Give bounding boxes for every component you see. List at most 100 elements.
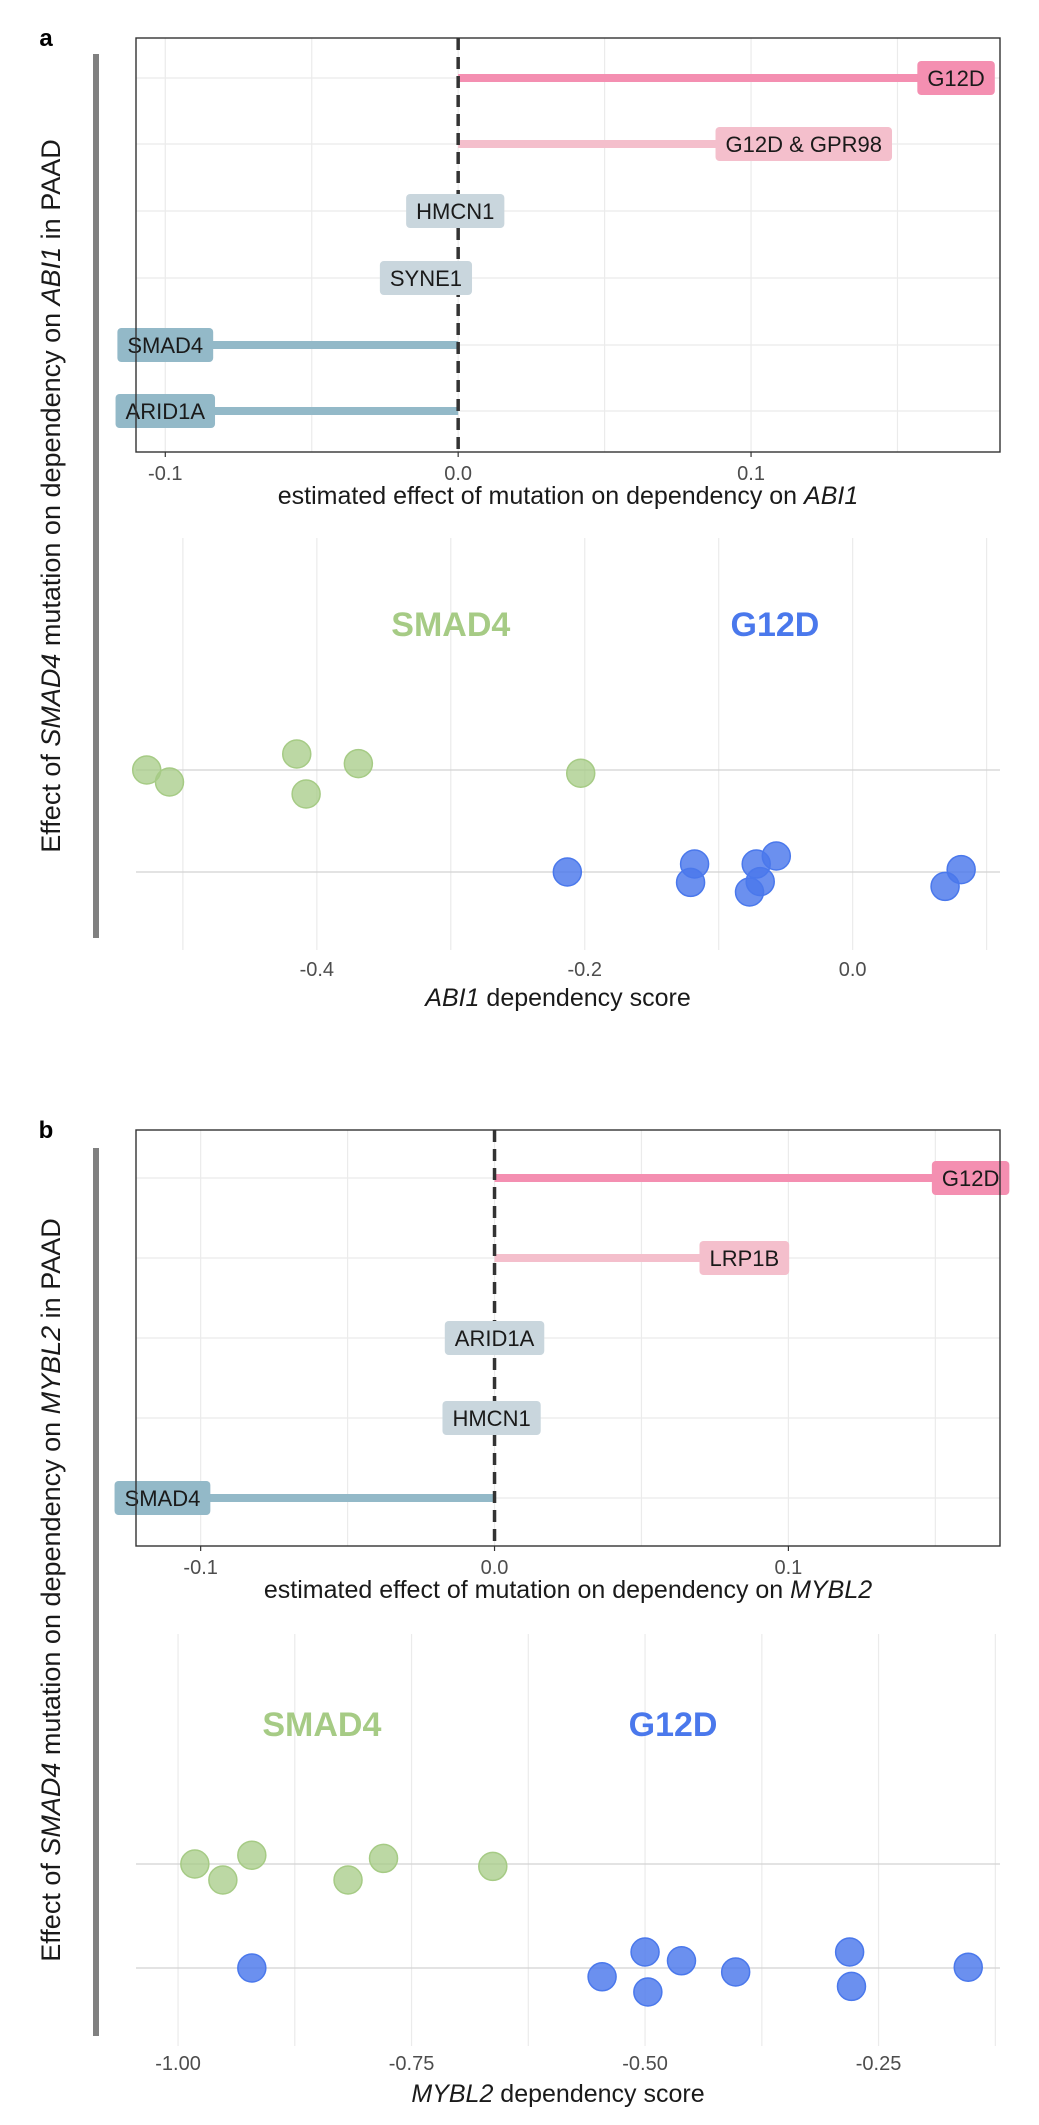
point-smad4 (343, 748, 374, 779)
side-label-suffix: mutation on dependency on (36, 305, 66, 653)
bar-label-arid1a: ARID1A (115, 394, 216, 428)
side-label-suffix: mutation on dependency on (36, 1414, 66, 1762)
bar-label-hmcn1: HMCN1 (406, 194, 505, 228)
bar-label-text: G12D (942, 1166, 999, 1191)
bar-label-text: ARID1A (455, 1326, 535, 1351)
point-g12d (552, 857, 583, 887)
point-smad4 (237, 1840, 267, 1870)
bar-label-g12d: G12D (917, 61, 995, 95)
point-smad4 (565, 758, 596, 788)
point-g12d (630, 1937, 660, 1967)
point-g12d (675, 867, 706, 898)
bar-label-smad4: SMAD4 (114, 1481, 211, 1515)
bar-chart-a: G12D G12D & GPR98 HMCN1 SYNE1 SMAD4 ARID1A -0.… (115, 37, 1001, 510)
side-axis-label: Effect of SMAD4 mutation on dependency o… (36, 139, 66, 852)
point-g12d (237, 1953, 267, 1983)
x-tick-label: 0.1 (737, 463, 765, 485)
panel-header-a: a Effect of SMAD4 mutation on dependency … (36, 25, 99, 938)
label-box (444, 1321, 545, 1355)
label-box (931, 1161, 1010, 1195)
x-tick-label: -0.4 (300, 959, 334, 981)
x-tick-label: -0.75 (389, 2053, 435, 2075)
bar-label-text: ARID1A (126, 399, 206, 424)
x-axis-label-prefix: estimated effect of mutation on dependen… (278, 482, 804, 510)
point-g12d (633, 1977, 663, 2007)
plot-frame (135, 1129, 1001, 1547)
point-g12d (953, 1952, 983, 1982)
group-label-g12d: G12D (629, 1706, 718, 1744)
point-g12d (836, 1971, 867, 2002)
point-smad4 (180, 1849, 210, 1879)
x-tick-label: -0.2 (568, 959, 602, 981)
x-axis-label-prefix: estimated effect of mutation on dependen… (264, 1576, 790, 1604)
x-axis-label: MYBL2 dependency score (411, 2080, 704, 2108)
bar-label-text: HMCN1 (452, 1406, 530, 1431)
point-g12d (720, 1957, 751, 1987)
x-axis-label: estimated effect of mutation on dependen… (278, 482, 859, 510)
point-g12d (587, 1962, 617, 1992)
x-axis-label-gene: ABI1 (802, 482, 858, 510)
panel-letter: b (39, 1117, 54, 1144)
x-axis-label-suffix: dependency score (479, 984, 690, 1012)
bar-label-text: SMAD4 (125, 1486, 201, 1511)
bar-label-text: LRP1B (709, 1246, 779, 1271)
x-axis-label-gene: ABI1 (423, 984, 479, 1012)
x-axis-label-gene: MYBL2 (790, 1576, 872, 1604)
x-axis-label-suffix: dependency score (493, 2080, 704, 2108)
x-axis-label: ABI1 dependency score (423, 984, 690, 1012)
side-label-tail: in PAAD (36, 1218, 66, 1326)
scatter-chart-a: SMAD4 G12D -0.4 -0.2 0.0 ABI1 dependency scor… (131, 538, 1000, 1012)
side-label-target-gene: ABI1 (36, 247, 66, 308)
point-smad4 (208, 1865, 238, 1895)
bar-label-hmcn1: HMCN1 (442, 1401, 541, 1435)
label-box (379, 261, 473, 295)
label-box (917, 61, 995, 95)
side-axis-label: Effect of SMAD4 mutation on dependency o… (36, 1218, 66, 1961)
x-tick-label: -0.1 (183, 1557, 217, 1579)
point-g12d (946, 854, 976, 885)
bar-label-syne1: SYNE1 (379, 261, 473, 295)
bar-label-arid1a: ARID1A (444, 1321, 545, 1355)
plot-frame (135, 37, 1001, 453)
x-axis-label-gene: MYBL2 (411, 2080, 493, 2108)
x-tick-label: 0.0 (481, 1557, 509, 1579)
side-label-prefix: Effect of (36, 747, 66, 853)
point-smad4 (291, 779, 321, 809)
bar-label-text: G12D (927, 66, 984, 91)
side-label-prefix: Effect of (36, 1856, 66, 1962)
bar-label-smad4: SMAD4 (117, 328, 214, 362)
x-tick-label: -0.25 (856, 2053, 902, 2075)
side-label-gene: SMAD4 (36, 1763, 66, 1856)
point-smad4 (368, 1843, 399, 1874)
point-smad4 (478, 1851, 508, 1882)
label-box (406, 194, 505, 228)
x-tick-label: -1.00 (155, 2053, 201, 2075)
label-box (114, 1481, 211, 1515)
point-smad4 (333, 1865, 363, 1895)
bar-label-g12d: G12D (931, 1161, 1010, 1195)
bar-label-g12d-gpr98: G12D & GPR98 (715, 127, 893, 161)
x-tick-label: -0.50 (622, 2053, 668, 2075)
label-box (115, 394, 216, 428)
label-box (442, 1401, 541, 1435)
panel-header-b: b Effect of SMAD4 mutation on dependency … (36, 1117, 99, 2036)
point-g12d (666, 1946, 697, 1976)
bar-label-text: HMCN1 (416, 199, 494, 224)
scatter-chart-b: SMAD4 G12D -1.00 -0.75 -0.50 -0.25 MYBL2 depen… (136, 1634, 1000, 2108)
x-tick-label: -0.1 (148, 463, 182, 485)
point-g12d (834, 1937, 865, 1967)
label-box (117, 328, 214, 362)
side-label-target-gene: MYBL2 (36, 1326, 66, 1415)
x-tick-label: 0.0 (839, 959, 867, 981)
group-label-smad4: SMAD4 (391, 606, 510, 644)
label-box (699, 1241, 790, 1275)
panel-letter: a (39, 25, 53, 52)
side-label-gene: SMAD4 (36, 654, 66, 747)
bar-label-lrp1b: LRP1B (699, 1241, 790, 1275)
group-label-smad4: SMAD4 (262, 1706, 381, 1744)
bar-chart-b: G12D LRP1B ARID1A HMCN1 SMAD4 -0.1 0.0 0.1estim… (114, 1129, 1010, 1604)
x-tick-label: 0.0 (444, 463, 472, 485)
x-tick-label: 0.1 (775, 1557, 803, 1579)
bar-label-text: SMAD4 (127, 333, 203, 358)
side-label-tail: in PAAD (36, 139, 66, 247)
